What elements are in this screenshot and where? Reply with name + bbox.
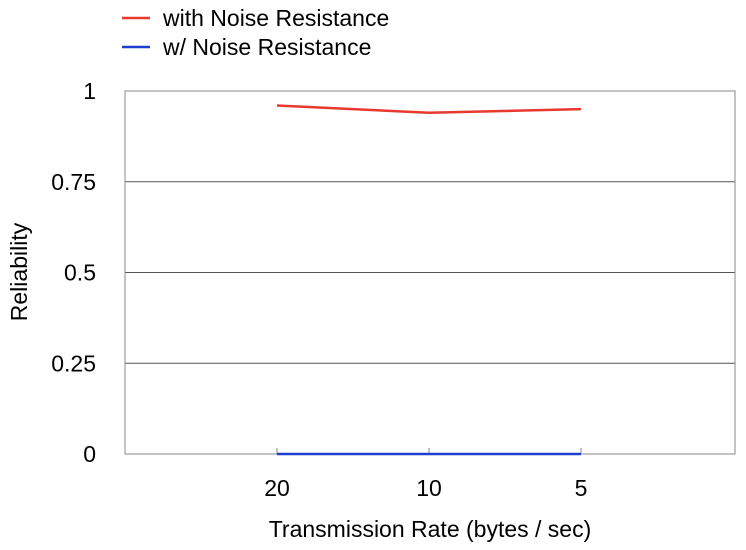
grid-lines: [125, 181, 735, 364]
y-tick-label: 0.75: [51, 169, 96, 195]
y-tick-label: 0: [83, 441, 96, 467]
x-tick-label: 10: [416, 475, 442, 501]
legend-label: w/ Noise Resistance: [162, 34, 371, 60]
y-tick-label: 0.25: [51, 350, 96, 376]
y-axis-ticks: 0 0.25 0.5 0.75 1: [51, 78, 96, 467]
legend-label: with Noise Resistance: [162, 5, 389, 31]
y-axis-label: Reliability: [6, 222, 32, 321]
x-tick-label: 20: [264, 475, 290, 501]
x-axis-label: Transmission Rate (bytes / sec): [269, 516, 592, 542]
x-tick-label: 5: [575, 475, 588, 501]
series-line-1: [276, 104, 582, 115]
y-tick-label: 1: [83, 78, 96, 104]
y-tick-label: 0.5: [64, 260, 96, 286]
x-axis-ticks: 20 10 5: [264, 448, 587, 501]
legend: with Noise Resistance w/ Noise Resistance: [122, 5, 389, 60]
series-lines: [276, 104, 582, 456]
